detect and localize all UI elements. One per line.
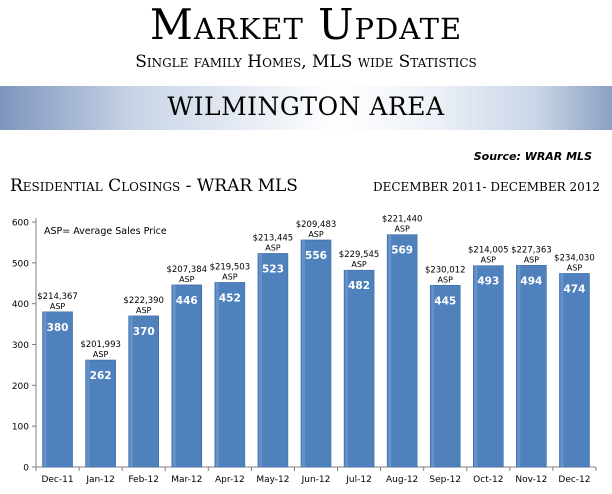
asp-price-label: $201,993 — [80, 340, 121, 350]
chart-heading: Residential Closings - WRAR MLS — [10, 176, 298, 196]
y-tick-label: 300 — [12, 341, 29, 351]
x-tick-label: Apr-12 — [215, 475, 245, 485]
x-tick-label: Oct-12 — [473, 475, 503, 485]
bar-jul-12 — [343, 269, 375, 468]
label-layer: 380$214,367ASP262$201,993ASP370$222,390A… — [37, 215, 594, 382]
bar-highlight — [129, 315, 133, 467]
page-title: Market Update — [149, 0, 463, 49]
bar-highlight — [172, 284, 176, 467]
bar-value-label: 494 — [520, 275, 542, 287]
bar-highlight — [215, 282, 219, 467]
asp-caption-label: ASP — [524, 255, 540, 264]
bar-highlight — [86, 360, 90, 467]
asp-price-label: $214,367 — [37, 292, 78, 302]
bar-highlight — [517, 265, 521, 467]
bar-value-label: 474 — [564, 283, 586, 295]
asp-price-label: $222,390 — [123, 296, 164, 306]
asp-price-label: $213,445 — [253, 233, 294, 243]
asp-caption-label: ASP — [136, 306, 152, 315]
bar-value-label: 370 — [133, 326, 155, 338]
source-note: Source: WRAR MLS — [473, 150, 592, 163]
x-tick-label: Mar-12 — [171, 475, 202, 485]
y-tick-label: 100 — [12, 423, 29, 433]
x-tick-label: Jun-12 — [301, 475, 331, 485]
y-tick-label: 200 — [12, 382, 29, 392]
x-tick-label: Jul-12 — [345, 475, 372, 485]
x-tick-label: Dec-12 — [558, 475, 590, 485]
bar-highlight — [302, 239, 305, 467]
bar-value-label: 446 — [176, 295, 198, 307]
x-tick-label: Feb-12 — [128, 475, 159, 485]
bar-value-label: 445 — [434, 295, 456, 307]
asp-price-label: $230,012 — [425, 265, 466, 275]
x-tick-label: Jan-12 — [85, 475, 115, 485]
chart-date-range: DECEMBER 2011- DECEMBER 2012 — [372, 180, 600, 194]
region-banner-label: WILMINGTON AREA — [167, 92, 445, 121]
y-tick-label: 600 — [12, 219, 29, 229]
bar-feb-12 — [128, 315, 159, 468]
bar-highlight — [388, 234, 392, 467]
y-tick-label: 500 — [12, 259, 29, 269]
asp-price-label: $229,545 — [339, 250, 380, 260]
closings-bar-chart: 0 100 200 300 400 500 600 Dec-11 Jan-12 Feb-12 Mar… — [12, 215, 597, 485]
asp-price-label: $234,030 — [554, 253, 595, 263]
y-tick-label: 0 — [23, 464, 29, 474]
bar-aug-12 — [386, 234, 418, 468]
bar-nov-12 — [516, 264, 547, 468]
bar-value-label: 452 — [219, 292, 241, 304]
bar-highlight — [474, 265, 478, 467]
asp-price-label: $214,005 — [468, 246, 509, 256]
bar-sep-12 — [429, 284, 461, 468]
asp-caption-label: ASP — [481, 256, 497, 265]
asp-price-label: $209,483 — [296, 220, 337, 230]
asp-caption-label: ASP — [50, 302, 66, 311]
bar-highlight — [560, 273, 564, 467]
asp-caption-label: ASP — [179, 275, 195, 284]
bar-layer — [42, 234, 590, 468]
region-banner — [0, 86, 612, 130]
asp-caption-label: ASP — [93, 350, 109, 359]
asp-price-label: $227,363 — [511, 245, 552, 255]
asp-caption-label: ASP — [265, 243, 281, 252]
bar-dec-11 — [42, 311, 73, 468]
asp-annotation: ASP= Average Sales Price — [44, 226, 167, 237]
bar-oct-12 — [473, 265, 504, 468]
bar-highlight — [43, 311, 47, 467]
asp-caption-label: ASP — [308, 230, 324, 239]
x-tick-label: Nov-12 — [515, 475, 547, 485]
bar-jan-12 — [85, 359, 116, 468]
asp-price-label: $219,503 — [210, 262, 251, 272]
page-subtitle: Single family Homes, MLS wide Statistics — [135, 52, 477, 72]
bar-value-label: 493 — [477, 276, 499, 288]
asp-caption-label: ASP — [351, 260, 367, 269]
asp-price-label: $207,384 — [166, 265, 207, 275]
asp-caption-label: ASP — [438, 275, 454, 284]
bar-dec-12 — [559, 273, 590, 468]
bar-value-label: 380 — [47, 322, 69, 334]
x-tick-label: Sep-12 — [429, 475, 461, 485]
x-tick-label: Dec-11 — [41, 475, 73, 485]
bar-apr-12 — [214, 282, 246, 468]
asp-price-label: $221,440 — [382, 215, 423, 225]
bar-value-label: 523 — [262, 263, 284, 275]
bar-may-12 — [257, 253, 289, 468]
bar-highlight — [258, 253, 262, 467]
bar-value-label: 569 — [391, 245, 413, 257]
bar-mar-12 — [171, 284, 203, 468]
bar-jun-12 — [300, 239, 332, 468]
bar-value-label: 482 — [348, 280, 370, 292]
bar-highlight — [345, 270, 349, 467]
bar-value-label: 262 — [90, 370, 112, 382]
y-tick-label: 400 — [12, 300, 29, 310]
asp-caption-label: ASP — [567, 263, 583, 272]
bar-highlight — [431, 285, 435, 467]
bar-value-label: 556 — [305, 250, 327, 262]
x-tick-label: Aug-12 — [386, 475, 418, 485]
x-tick-label: May-12 — [256, 475, 289, 485]
asp-caption-label: ASP — [222, 272, 238, 281]
asp-caption-label: ASP — [394, 225, 410, 234]
